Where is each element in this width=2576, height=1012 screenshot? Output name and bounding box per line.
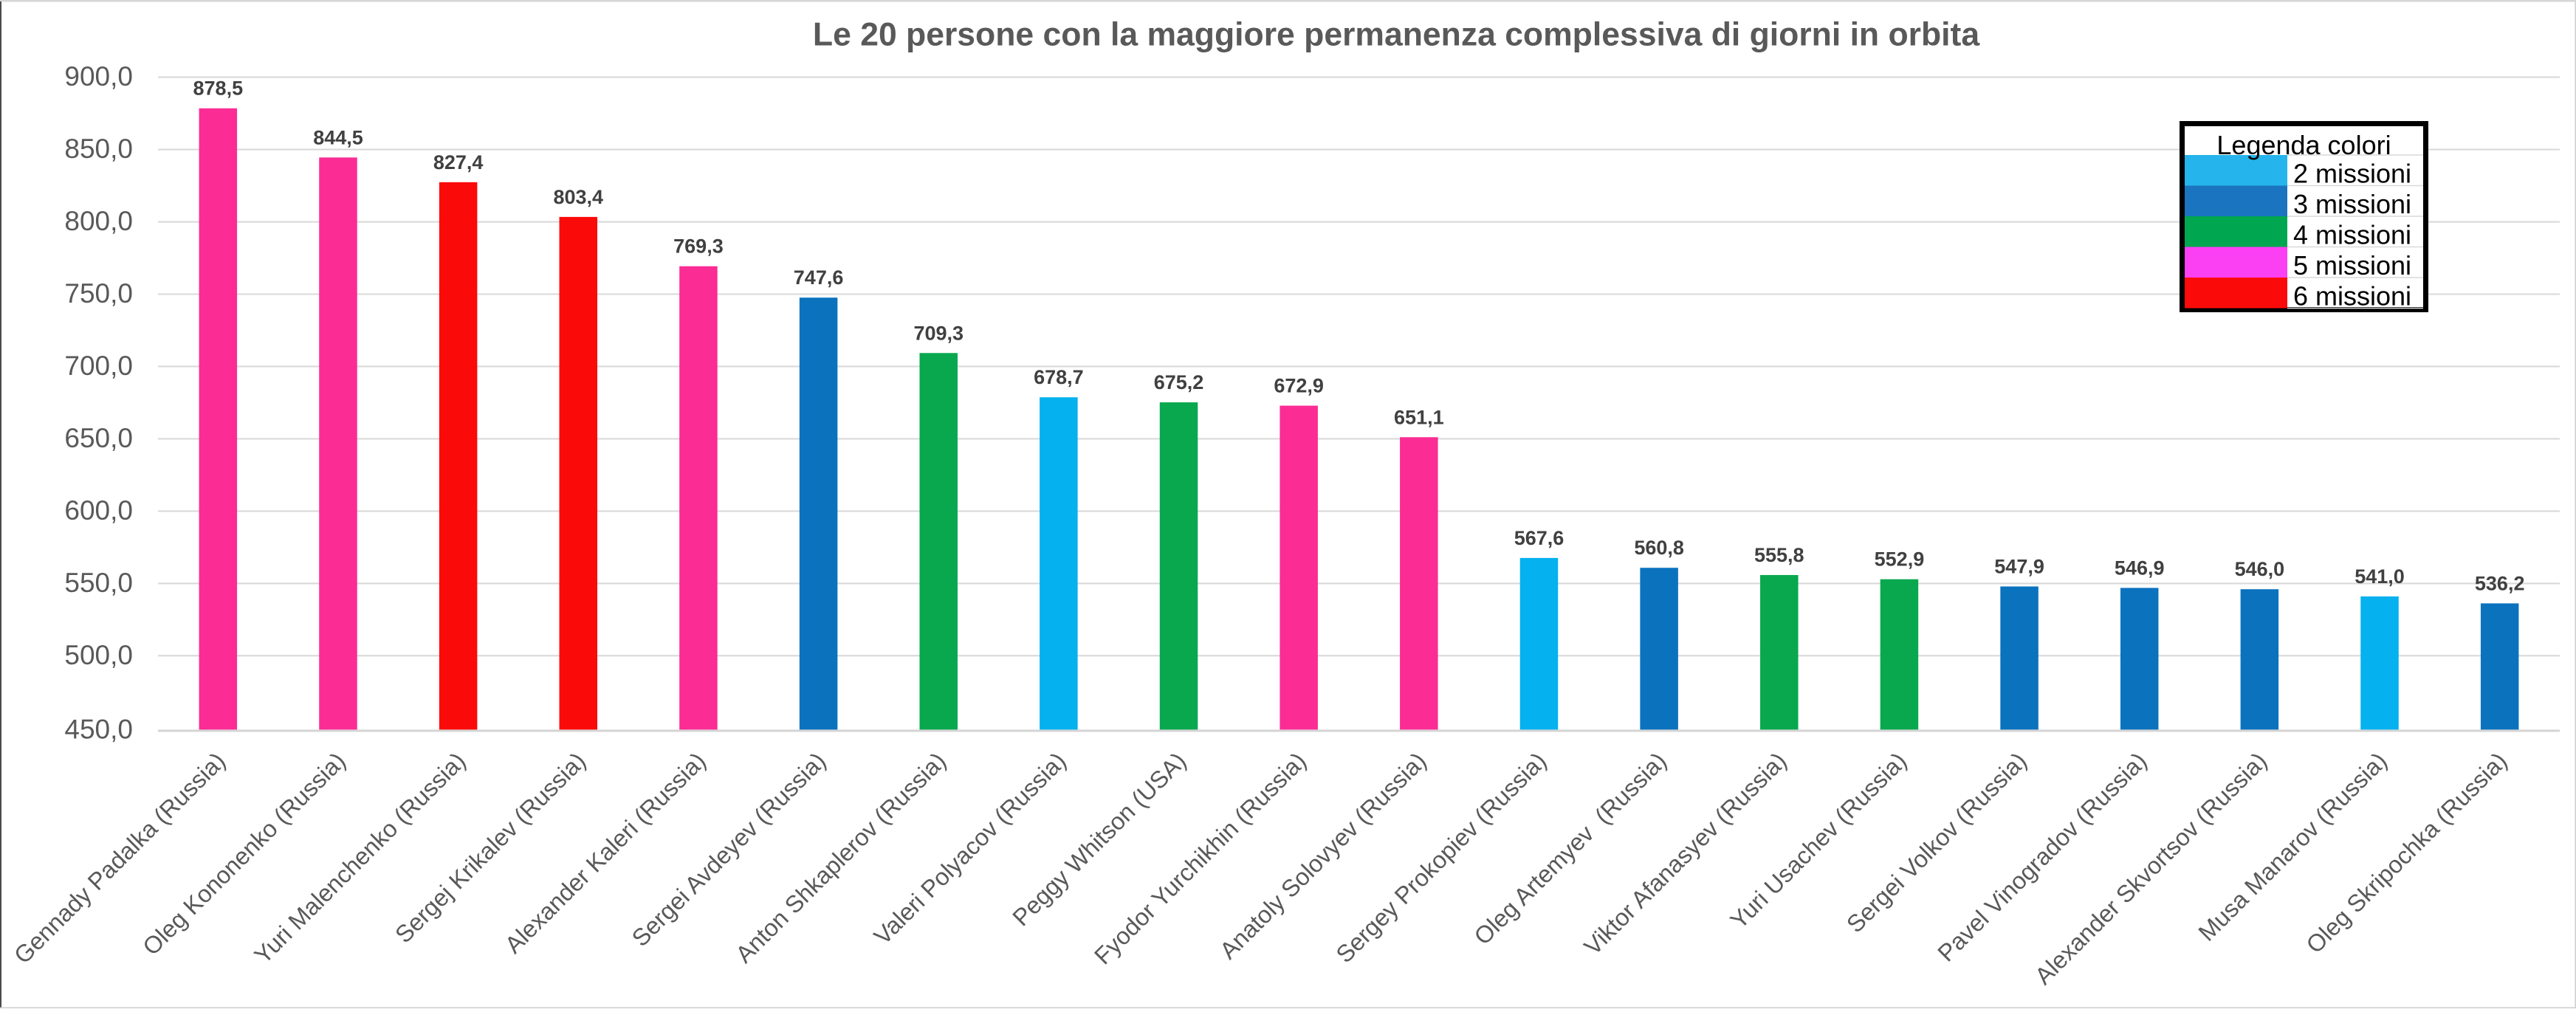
svg-text:878,5: 878,5 <box>193 78 244 100</box>
svg-text:536,2: 536,2 <box>2475 572 2525 594</box>
svg-text:747,6: 747,6 <box>794 266 844 289</box>
svg-text:546,0: 546,0 <box>2235 558 2285 580</box>
svg-text:651,1: 651,1 <box>1394 406 1444 428</box>
svg-text:750,0: 750,0 <box>64 278 133 309</box>
svg-text:560,8: 560,8 <box>1634 537 1684 559</box>
svg-text:6 missioni: 6 missioni <box>2293 280 2411 311</box>
svg-text:5 missioni: 5 missioni <box>2293 250 2411 280</box>
svg-text:Le 20 persone con la maggiore: Le 20 persone con la maggiore permanenza… <box>813 17 1980 53</box>
svg-text:700,0: 700,0 <box>64 351 133 381</box>
svg-text:500,0: 500,0 <box>64 640 133 670</box>
svg-text:900,0: 900,0 <box>64 61 133 92</box>
svg-text:3 missioni: 3 missioni <box>2293 189 2411 219</box>
svg-text:2 missioni: 2 missioni <box>2293 158 2411 188</box>
svg-text:675,2: 675,2 <box>1154 371 1204 393</box>
svg-text:844,5: 844,5 <box>313 126 363 148</box>
svg-text:709,3: 709,3 <box>913 322 964 344</box>
svg-text:Legenda colori: Legenda colori <box>2216 130 2391 160</box>
svg-text:546,9: 546,9 <box>2115 557 2165 579</box>
svg-text:827,4: 827,4 <box>433 151 484 173</box>
svg-text:850,0: 850,0 <box>64 134 133 164</box>
svg-text:4 missioni: 4 missioni <box>2293 219 2411 249</box>
svg-text:550,0: 550,0 <box>64 568 133 598</box>
svg-text:567,6: 567,6 <box>1514 527 1565 549</box>
svg-text:672,9: 672,9 <box>1274 375 1324 397</box>
svg-text:541,0: 541,0 <box>2355 565 2405 588</box>
svg-text:803,4: 803,4 <box>553 186 603 208</box>
svg-text:450,0: 450,0 <box>64 714 133 744</box>
svg-text:555,8: 555,8 <box>1754 544 1804 566</box>
svg-text:552,9: 552,9 <box>1875 548 1925 571</box>
svg-text:800,0: 800,0 <box>64 206 133 236</box>
svg-text:547,9: 547,9 <box>1994 556 2044 578</box>
svg-text:650,0: 650,0 <box>64 423 133 453</box>
svg-text:769,3: 769,3 <box>673 235 724 258</box>
svg-text:678,7: 678,7 <box>1034 366 1084 388</box>
svg-text:600,0: 600,0 <box>64 495 133 526</box>
